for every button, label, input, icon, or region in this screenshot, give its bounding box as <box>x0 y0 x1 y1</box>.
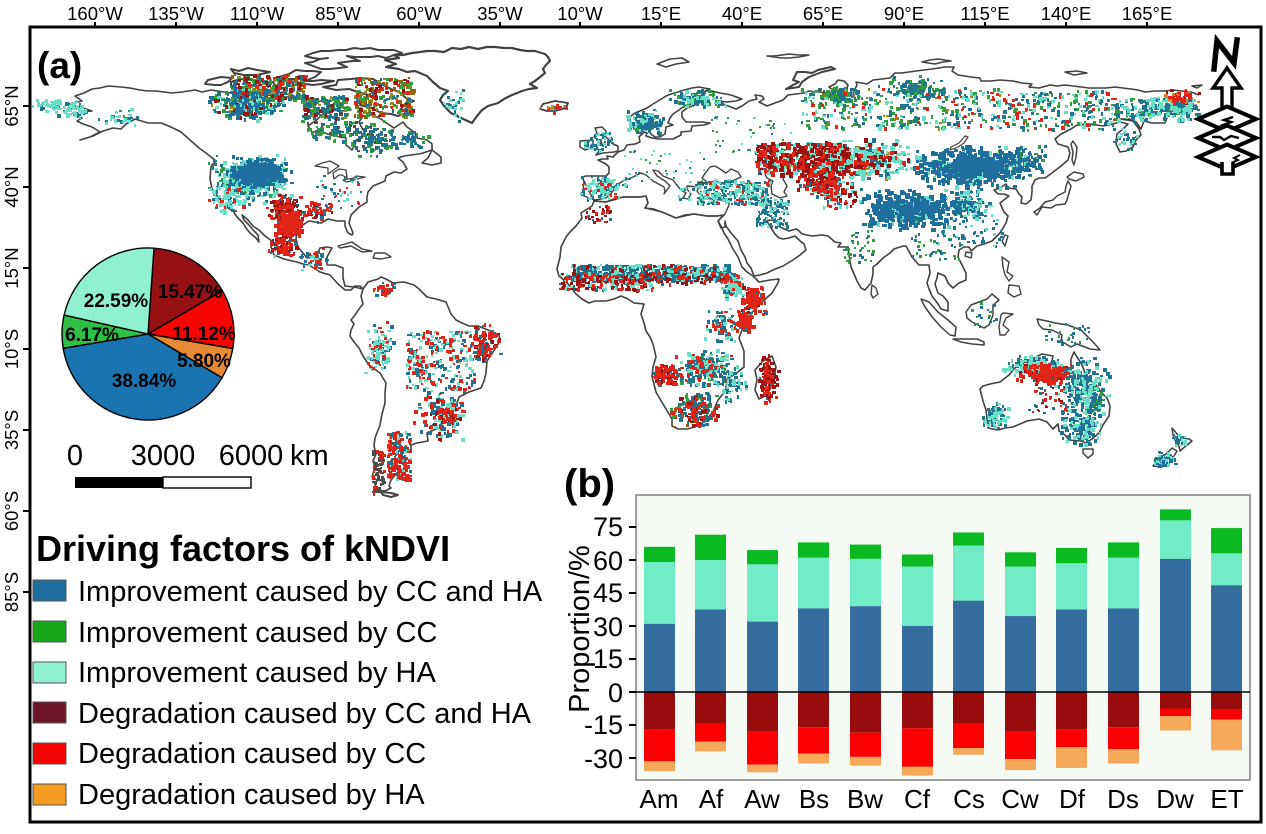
svg-text:15°E: 15°E <box>641 3 681 24</box>
svg-text:Cw: Cw <box>1001 784 1039 814</box>
svg-text:Dw: Dw <box>1156 784 1194 814</box>
svg-text:(a): (a) <box>37 45 82 86</box>
svg-text:ET: ET <box>1210 784 1243 814</box>
svg-text:6.17%: 6.17% <box>65 325 119 346</box>
svg-text:65°N: 65°N <box>1 85 22 126</box>
svg-text:Ds: Ds <box>1107 784 1139 814</box>
svg-text:3000: 3000 <box>131 440 196 472</box>
svg-text:135°W: 135°W <box>148 3 204 24</box>
svg-text:Af: Af <box>699 784 724 814</box>
svg-text:Cf: Cf <box>904 784 931 814</box>
svg-text:15°N: 15°N <box>1 247 22 288</box>
svg-text:0: 0 <box>67 440 83 472</box>
svg-text:Improvement caused by CC: Improvement caused by CC <box>78 617 437 649</box>
svg-text:5.80%: 5.80% <box>177 351 231 372</box>
svg-text:Am: Am <box>640 784 679 814</box>
svg-text:0: 0 <box>608 678 623 708</box>
svg-text:Degradation caused by CC: Degradation caused by CC <box>78 738 426 770</box>
svg-text:45: 45 <box>593 578 623 608</box>
svg-text:Driving factors of kNDVI: Driving factors of kNDVI <box>36 528 450 569</box>
svg-text:140°E: 140°E <box>1041 3 1092 24</box>
svg-text:Proportion/%: Proportion/% <box>564 545 596 713</box>
svg-text:35°S: 35°S <box>1 410 22 450</box>
svg-text:Improvement caused by CC and H: Improvement caused by CC and HA <box>78 576 543 608</box>
svg-text:15: 15 <box>593 644 623 674</box>
svg-text:Bs: Bs <box>799 784 829 814</box>
svg-text:85°W: 85°W <box>315 3 361 24</box>
svg-text:60°S: 60°S <box>1 491 22 531</box>
svg-text:6000: 6000 <box>219 440 284 472</box>
svg-text:Degradation caused by HA: Degradation caused by HA <box>78 779 425 811</box>
svg-text:Bw: Bw <box>847 784 883 814</box>
svg-text:160°W: 160°W <box>67 3 123 24</box>
svg-text:30: 30 <box>593 612 623 642</box>
svg-text:65°E: 65°E <box>803 3 843 24</box>
svg-text:Cs: Cs <box>953 784 985 814</box>
svg-text:(b): (b) <box>564 462 615 506</box>
svg-text:-30: -30 <box>584 744 623 774</box>
svg-text:38.84%: 38.84% <box>112 371 177 392</box>
svg-text:60°W: 60°W <box>396 3 442 24</box>
svg-text:35°W: 35°W <box>477 3 523 24</box>
svg-text:11.12%: 11.12% <box>172 324 235 345</box>
svg-text:75: 75 <box>593 512 623 542</box>
svg-text:22.59%: 22.59% <box>84 291 149 312</box>
svg-text:40°N: 40°N <box>1 166 22 207</box>
svg-text:Aw: Aw <box>744 784 780 814</box>
svg-text:60: 60 <box>593 546 623 576</box>
svg-text:10°S: 10°S <box>1 329 22 369</box>
svg-text:Df: Df <box>1059 784 1086 814</box>
svg-text:15.47%: 15.47% <box>158 282 223 303</box>
svg-text:10°W: 10°W <box>557 3 603 24</box>
svg-text:km: km <box>290 440 329 472</box>
svg-text:115°E: 115°E <box>960 3 1009 24</box>
svg-text:90°E: 90°E <box>884 3 924 24</box>
svg-text:Degradation caused by CC and H: Degradation caused by CC and HA <box>78 698 532 730</box>
svg-text:110°W: 110°W <box>230 3 285 24</box>
svg-text:-15: -15 <box>584 710 623 740</box>
svg-text:40°E: 40°E <box>722 3 762 24</box>
svg-text:85°S: 85°S <box>1 572 22 612</box>
svg-text:Improvement caused by HA: Improvement caused by HA <box>78 657 436 689</box>
svg-text:165°E: 165°E <box>1122 3 1173 24</box>
